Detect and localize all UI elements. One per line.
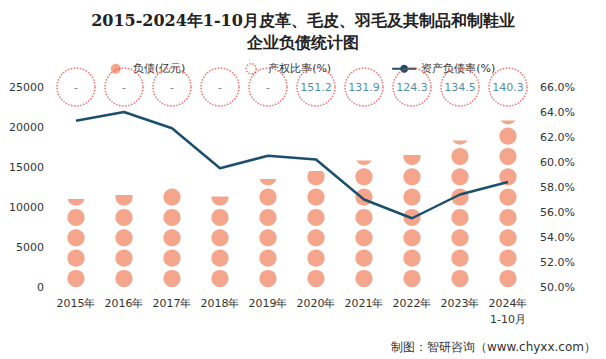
svg-text:2023年: 2023年 [441,297,480,310]
svg-text:2015年: 2015年 [57,297,96,310]
svg-text:-: - [170,81,174,94]
svg-text:制图：智研咨询（www.chyxx.com）: 制图：智研咨询（www.chyxx.com） [391,340,596,354]
svg-text:0: 0 [37,281,44,294]
svg-text:20000: 20000 [9,121,44,134]
svg-text:50.0%: 50.0% [540,281,575,294]
svg-text:2017年: 2017年 [153,297,192,310]
svg-text:56.0%: 56.0% [540,206,575,219]
svg-text:资产负债率(%): 资产负债率(%) [421,62,496,76]
svg-text:54.0%: 54.0% [540,231,575,244]
svg-text:2022年: 2022年 [393,297,432,310]
svg-text:58.0%: 58.0% [540,181,575,194]
svg-text:140.3: 140.3 [492,81,524,94]
svg-text:2016年: 2016年 [105,297,144,310]
svg-text:1-10月: 1-10月 [490,313,526,326]
svg-text:151.2: 151.2 [300,81,332,94]
svg-text:25000: 25000 [9,81,44,94]
svg-text:2018年: 2018年 [201,297,240,310]
svg-text:2020年: 2020年 [297,297,336,310]
svg-text:66.0%: 66.0% [540,81,575,94]
svg-text:131.9: 131.9 [348,81,380,94]
svg-text:-: - [266,81,270,94]
svg-text:5000: 5000 [16,241,44,254]
svg-text:-: - [122,81,126,94]
svg-text:2015-2024年1-10月皮革、毛皮、羽毛及其制品和制鞋: 2015-2024年1-10月皮革、毛皮、羽毛及其制品和制鞋业 [91,11,515,30]
svg-text:2024年: 2024年 [489,297,528,310]
svg-text:2019年: 2019年 [249,297,288,310]
svg-text:-: - [218,81,222,94]
svg-text:企业负债统计图: 企业负债统计图 [246,33,359,52]
svg-text:15000: 15000 [9,161,44,174]
svg-text:64.0%: 64.0% [540,106,575,119]
svg-text:-: - [74,81,78,94]
svg-text:产权比率(%): 产权比率(%) [268,62,332,76]
svg-text:负债(亿元): 负债(亿元) [132,62,186,76]
svg-text:124.3: 124.3 [396,81,428,94]
svg-text:62.0%: 62.0% [540,131,575,144]
svg-text:60.0%: 60.0% [540,156,575,169]
svg-text:134.5: 134.5 [444,81,476,94]
svg-text:52.0%: 52.0% [540,256,575,269]
svg-text:2021年: 2021年 [345,297,384,310]
svg-text:10000: 10000 [9,201,44,214]
